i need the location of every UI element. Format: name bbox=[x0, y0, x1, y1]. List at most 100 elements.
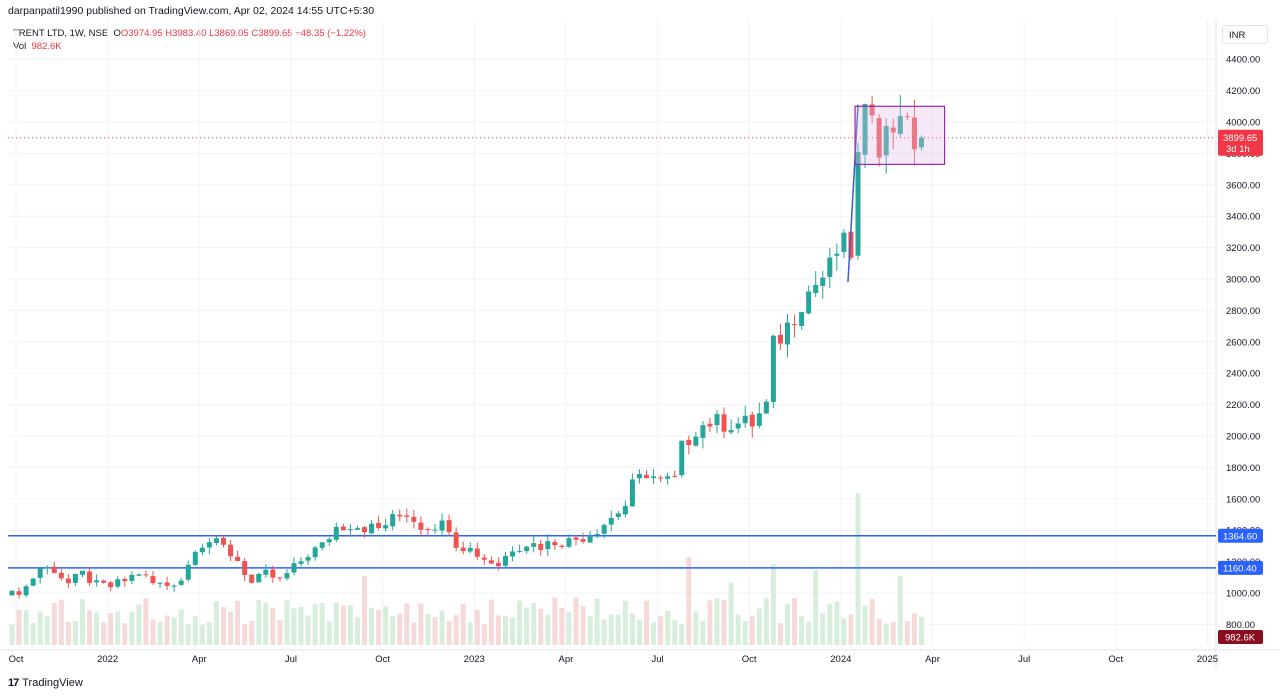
volume-bar bbox=[72, 620, 78, 645]
candle-body bbox=[862, 104, 868, 155]
candle-body bbox=[192, 552, 198, 565]
drawings bbox=[847, 104, 946, 283]
x-tick-label: Jul bbox=[1018, 654, 1030, 665]
candle-body bbox=[354, 528, 360, 530]
candle-body bbox=[94, 580, 100, 583]
symbol-label[interactable]: TRENT LTD, 1W, NSE bbox=[13, 28, 109, 39]
candle-body bbox=[383, 525, 389, 529]
volume-bar bbox=[552, 597, 558, 645]
volume-bar bbox=[333, 602, 339, 645]
candle-body bbox=[622, 505, 628, 515]
candle-body bbox=[594, 534, 600, 536]
y-tick-label: 2000.00 bbox=[1226, 432, 1260, 443]
candle-body bbox=[714, 414, 720, 426]
volume-bar bbox=[686, 557, 692, 645]
candle-body bbox=[644, 475, 649, 479]
volume-bar bbox=[242, 624, 248, 645]
volume-tag: 982.6K bbox=[1225, 633, 1256, 644]
countdown-tag: 3d 1h bbox=[1226, 144, 1250, 155]
volume-bar bbox=[397, 613, 403, 645]
candle-body bbox=[876, 118, 882, 158]
volume-bar bbox=[228, 611, 234, 645]
volume-bar bbox=[16, 609, 22, 645]
volume-bar bbox=[122, 623, 128, 645]
volume-bar bbox=[566, 612, 572, 645]
volume-bar bbox=[347, 605, 353, 645]
level-tag-bg bbox=[1218, 560, 1263, 575]
x-tick-label: Apr bbox=[925, 654, 940, 665]
candle-body bbox=[707, 423, 713, 427]
candle-body bbox=[115, 579, 121, 587]
candle-body bbox=[326, 539, 332, 543]
candle-body bbox=[792, 324, 798, 326]
y-tick-label: 2200.00 bbox=[1226, 400, 1260, 411]
volume-bar bbox=[87, 610, 93, 645]
candle-body bbox=[672, 475, 678, 477]
candle-body bbox=[890, 127, 896, 133]
volume-bar bbox=[644, 600, 649, 645]
volume-bar bbox=[277, 619, 283, 645]
candle-body bbox=[298, 561, 304, 564]
volume-bar bbox=[918, 616, 924, 645]
candle-body bbox=[869, 104, 875, 116]
volume-bar bbox=[615, 614, 621, 645]
low-value: L3869.05 bbox=[209, 28, 249, 39]
x-tick-label: 2023 bbox=[464, 654, 485, 665]
candle-body bbox=[918, 137, 924, 148]
candle-body bbox=[291, 563, 297, 573]
volume-bar bbox=[503, 615, 508, 645]
candle-body bbox=[23, 586, 29, 596]
volume-bar bbox=[517, 600, 523, 645]
volume-bar bbox=[862, 605, 868, 645]
currency-button[interactable]: INR bbox=[1222, 25, 1268, 44]
volume-bar bbox=[460, 603, 466, 645]
volume-bar bbox=[580, 605, 586, 645]
volume-bar bbox=[58, 599, 64, 645]
candle-body bbox=[573, 537, 579, 540]
candle-body bbox=[474, 548, 480, 557]
candle-body bbox=[108, 582, 114, 588]
volume-bar bbox=[9, 625, 15, 645]
candle-body bbox=[101, 580, 107, 583]
candle-body bbox=[756, 413, 762, 426]
volume-bar bbox=[876, 618, 882, 645]
volume-bar bbox=[340, 605, 346, 645]
tradingview-logo[interactable]: 17 TradingView bbox=[8, 677, 83, 689]
candle-body bbox=[270, 569, 276, 578]
candle-body bbox=[855, 151, 861, 256]
volume-bar bbox=[143, 598, 149, 645]
x-tick-label: 2025 bbox=[1197, 654, 1218, 665]
volume-bar bbox=[94, 612, 100, 645]
volume-bar bbox=[235, 600, 241, 645]
volume-bar bbox=[524, 607, 530, 645]
volume-bar bbox=[742, 620, 748, 645]
y-tick-label: 4000.00 bbox=[1226, 118, 1260, 129]
candle-body bbox=[728, 429, 734, 433]
volume-bar bbox=[636, 619, 642, 645]
y-tick-label: 2800.00 bbox=[1226, 306, 1260, 317]
volume-bar bbox=[629, 613, 635, 645]
y-tick-label: 800.00 bbox=[1226, 620, 1255, 631]
candle-body bbox=[333, 526, 339, 540]
volume-bar bbox=[108, 613, 114, 645]
candle-body bbox=[834, 253, 840, 256]
candle-body bbox=[80, 570, 85, 575]
candle-body bbox=[763, 401, 769, 414]
candle-body bbox=[785, 322, 790, 345]
candle-body bbox=[665, 476, 671, 479]
candle-body bbox=[340, 526, 346, 531]
candle-body bbox=[164, 582, 170, 586]
volume-bar bbox=[799, 616, 805, 645]
x-tick-label: 2024 bbox=[830, 654, 851, 665]
volume-bar bbox=[763, 598, 769, 645]
candle-body bbox=[658, 477, 664, 479]
candle-body bbox=[143, 574, 149, 576]
candle-body bbox=[517, 550, 523, 552]
volume-bar bbox=[735, 614, 741, 645]
candle-body bbox=[615, 513, 621, 517]
volume-bar bbox=[890, 622, 896, 645]
candle-body bbox=[432, 529, 438, 531]
candle-body bbox=[524, 546, 530, 552]
